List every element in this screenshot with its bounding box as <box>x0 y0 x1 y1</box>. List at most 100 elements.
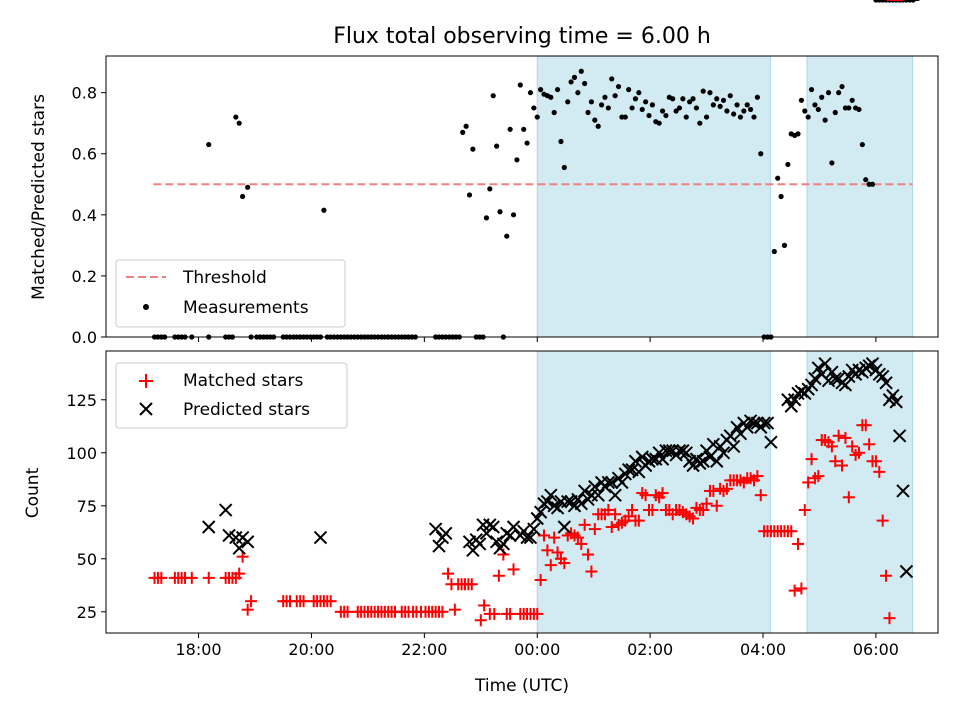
measurement-point <box>598 102 605 108</box>
matched-star-point <box>836 459 849 472</box>
measurement-point <box>236 120 242 126</box>
measurement-point <box>778 193 784 200</box>
matched-star-point <box>297 595 310 608</box>
predicted-star-point <box>561 494 575 509</box>
measurement-point <box>612 93 618 99</box>
cross-b <box>787 393 802 407</box>
predicted-star-point <box>550 501 565 515</box>
measurement-point <box>839 83 845 90</box>
measurement-point <box>466 192 473 198</box>
measurement-point <box>690 96 696 102</box>
cross-b <box>591 488 605 502</box>
cross-b <box>527 522 541 536</box>
measurement-point <box>548 94 554 100</box>
measurement-point <box>565 99 571 105</box>
measurement-point <box>825 90 832 96</box>
ratio-panel: 0.00.20.40.60.8 Matched/Predicted stars … <box>29 0 939 347</box>
measurement-point <box>703 114 710 120</box>
cross-b <box>838 378 853 392</box>
matched-star-point <box>751 470 764 483</box>
measurement-point <box>568 79 574 85</box>
measurement-point <box>510 212 517 218</box>
predicted-star-point <box>726 439 741 454</box>
predicted-star-point <box>496 537 511 551</box>
measurement-point <box>649 102 655 108</box>
shaded-interval <box>806 350 914 634</box>
measurement-point <box>819 94 825 100</box>
cross-b <box>503 528 517 543</box>
cross-b <box>439 526 453 541</box>
predicted-star-point <box>865 357 880 371</box>
measurement-point <box>856 106 862 113</box>
x-tick-label: 20:00 <box>288 640 334 659</box>
measurement-point <box>534 114 540 120</box>
measurement-point <box>609 76 615 82</box>
legend-predicted-swatch <box>139 402 153 416</box>
x-tick-label: 18:00 <box>176 640 222 659</box>
cross-b <box>726 439 741 454</box>
measurement-point <box>561 164 567 171</box>
predicted-star-point <box>218 503 233 517</box>
predicted-star-point <box>723 429 737 443</box>
cross-b <box>625 463 639 477</box>
predicted-star-point <box>828 371 842 386</box>
measurement-point <box>487 186 493 192</box>
predicted-star-point <box>730 420 744 435</box>
measurement-point <box>643 99 649 105</box>
matched-star-point <box>588 523 601 536</box>
measurement-point <box>737 114 744 120</box>
measurement-point <box>785 161 791 168</box>
measurement-point <box>751 114 757 120</box>
measurement-point <box>771 248 777 255</box>
cross-b <box>588 479 602 494</box>
predicted-star-point <box>710 454 724 468</box>
predicted-star-point <box>503 528 517 543</box>
matched-star-point <box>578 518 591 531</box>
ratio-legend: Threshold Measurements <box>115 259 346 328</box>
matched-star-point <box>448 603 461 616</box>
matched-star-point <box>551 546 564 559</box>
y-tick-label: 0.4 <box>72 206 97 225</box>
measurement-point <box>812 102 818 108</box>
cross-b <box>808 371 822 386</box>
measurement-point <box>724 108 730 114</box>
predicted-star-point <box>804 378 819 392</box>
x-tick-label: 22:00 <box>401 640 447 659</box>
matched-star-point <box>185 571 198 584</box>
cross-b <box>703 450 717 464</box>
measurement-point <box>697 120 703 126</box>
measurement-point <box>802 108 808 114</box>
measurement-point <box>808 86 815 93</box>
predicted-star-point <box>764 435 778 449</box>
matched-star-point <box>788 584 801 597</box>
measurement-point <box>582 80 588 87</box>
cross-b <box>601 475 616 490</box>
cross-b <box>540 494 555 509</box>
predicted-star-point <box>472 537 487 551</box>
cross-b <box>202 520 216 534</box>
y-tick-label: 125 <box>66 391 97 410</box>
cross-b <box>764 435 778 449</box>
predicted-star-point <box>313 530 328 545</box>
cross-b <box>520 530 534 545</box>
predicted-star-point <box>523 530 538 545</box>
predicted-star-point <box>601 475 616 490</box>
matched-star-point <box>802 476 815 489</box>
cross-b <box>222 528 236 543</box>
cross-b <box>628 454 643 468</box>
cross-b <box>574 496 588 511</box>
measurement-point <box>463 123 469 129</box>
measurement-point <box>775 175 781 181</box>
x-tick-label: 02:00 <box>627 640 673 659</box>
matched-star-point <box>687 512 700 525</box>
time-x-axis: 18:00 20:00 22:00 00:00 02:00 04:00 06:00 <box>176 633 899 659</box>
measurement-point <box>846 105 852 111</box>
measurement-point <box>673 108 679 114</box>
measurement-point <box>798 97 805 103</box>
shaded-interval <box>536 55 771 338</box>
predicted-star-point <box>605 475 619 490</box>
matched-star-point <box>534 573 547 586</box>
measurement-point <box>595 123 601 129</box>
predicted-star-point <box>784 399 798 413</box>
x-axis-label: Time (UTC) <box>474 676 569 696</box>
